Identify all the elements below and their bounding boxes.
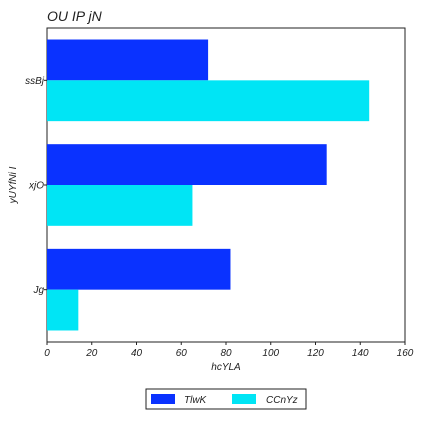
legend-label-tlwk: TlwK [184,395,208,406]
bars-group [47,39,370,331]
x-tick-label: 60 [176,348,188,359]
x-tick-label: 0 [44,348,50,359]
chart-title: OU IP jN [47,8,103,24]
bar-ccnyz-jg [47,289,79,331]
legend: TlwK CCnYz [145,388,307,410]
bar-ccnyz-ssbj [47,80,370,122]
y-tick-labels: ssBj xjO Jg [25,76,47,296]
x-tick-label: 120 [307,348,324,359]
y-tick-label: Jg [32,285,44,296]
x-tick-label: 40 [131,348,143,359]
legend-swatch-ccnyz [232,394,256,404]
bar-tlwk-xjo [47,144,327,185]
legend-box [145,388,307,410]
x-tick-labels: 0 20 40 60 80 100 120 140 160 [44,342,414,359]
legend-label-ccnyz: CCnYz [266,395,298,406]
y-tick-label: xjO [28,181,44,192]
legend-swatch-tlwk [151,394,175,404]
x-axis-label: hcYLA [211,362,241,373]
x-tick-label: 20 [85,348,98,359]
y-axis-label: yUYfNi I [8,166,19,204]
x-tick-label: 80 [220,348,232,359]
y-tick-label: ssBj [25,76,45,87]
bar-tlwk-jg [47,248,231,290]
x-tick-label: 100 [262,348,279,359]
x-tick-label: 160 [397,348,414,359]
bar-ccnyz-xjo [47,185,193,226]
bar-tlwk-ssbj [47,39,209,81]
x-tick-label: 140 [352,348,369,359]
